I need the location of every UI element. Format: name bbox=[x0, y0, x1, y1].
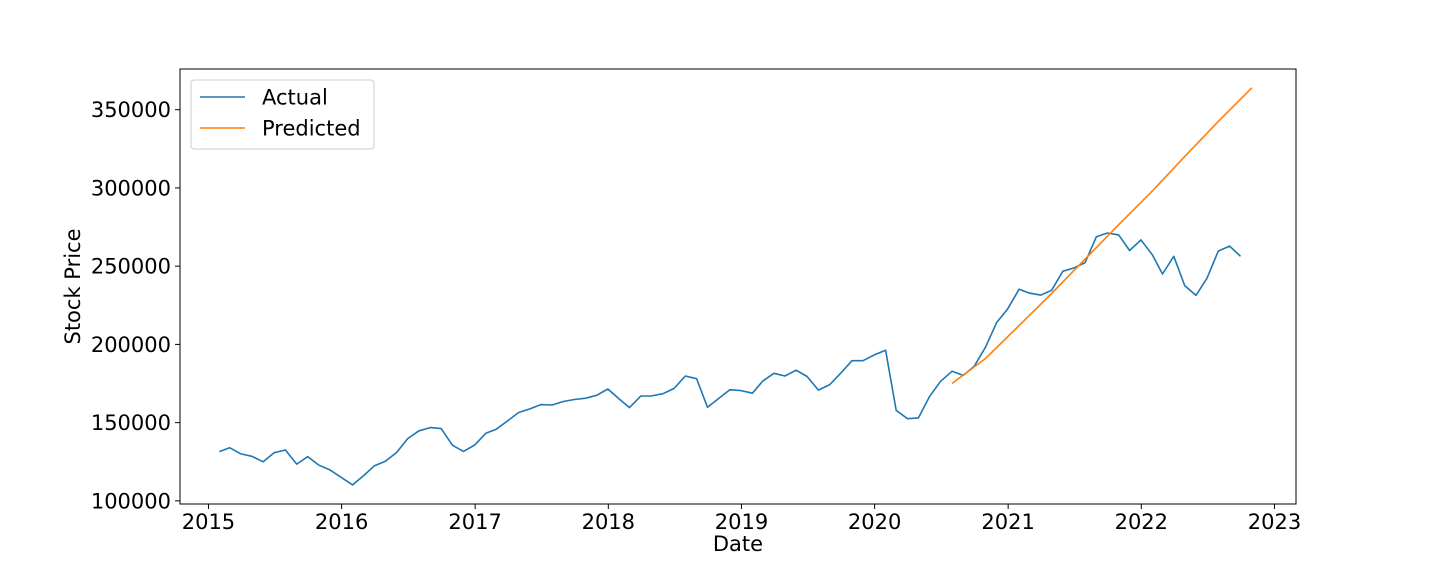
legend: Actual Predicted bbox=[190, 79, 375, 150]
series-lines bbox=[219, 87, 1253, 486]
x-tick-label: 2022 bbox=[1115, 510, 1168, 534]
x-tick-label: 2016 bbox=[315, 510, 368, 534]
x-tick-label: 2019 bbox=[715, 510, 768, 534]
y-tick-label: 250000 bbox=[91, 255, 171, 279]
x-tick-label: 2020 bbox=[848, 510, 901, 534]
y-tick-label: 350000 bbox=[91, 98, 171, 122]
x-axis: 2015 2016 2017 2018 2019 2020 2021 2022 2023 bbox=[182, 504, 1301, 534]
x-tick-label: 2015 bbox=[182, 510, 235, 534]
series-line-predicted bbox=[951, 87, 1253, 385]
y-tick-label: 150000 bbox=[91, 411, 171, 435]
x-axis-title: Date bbox=[713, 532, 763, 556]
plot-frame bbox=[179, 68, 1297, 505]
legend-label-actual: Actual bbox=[262, 86, 328, 110]
y-axis-title: Stock Price bbox=[61, 228, 85, 344]
y-axis: 100000 150000 200000 250000 300000 350000 bbox=[91, 98, 180, 513]
y-tick-label: 200000 bbox=[91, 333, 171, 357]
y-tick-label: 100000 bbox=[91, 489, 171, 513]
x-tick-label: 2018 bbox=[582, 510, 635, 534]
legend-label-predicted: Predicted bbox=[262, 117, 361, 141]
series-line-actual bbox=[219, 232, 1242, 486]
y-tick-label: 300000 bbox=[91, 176, 171, 200]
x-tick-label: 2021 bbox=[981, 510, 1034, 534]
x-tick-label: 2017 bbox=[448, 510, 501, 534]
x-tick-label: 2023 bbox=[1248, 510, 1301, 534]
